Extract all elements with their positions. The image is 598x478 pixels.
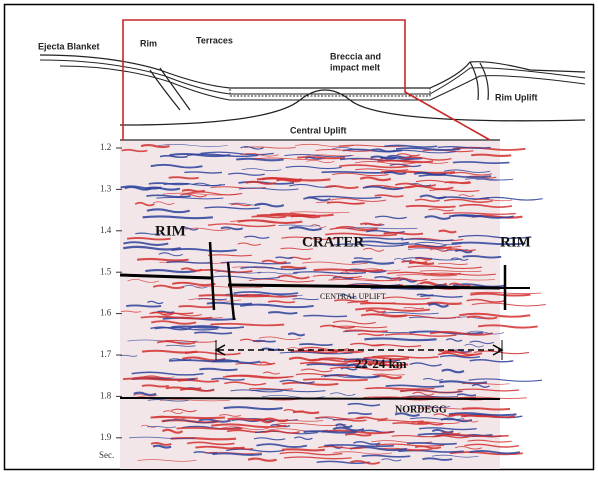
label: Rim Uplift [495,92,538,102]
axis-unit: Sec. [99,450,114,460]
label: NORDEGG [395,404,447,415]
tick-label: 1.4 [100,225,112,235]
seismic-trace [282,449,325,450]
tick-label: 1.5 [100,266,112,276]
seismic-trace [322,172,392,173]
seismic-trace [126,305,161,306]
label: CRATER [302,234,364,250]
label: Terraces [196,35,233,45]
label: Ejecta Blanket [38,41,100,51]
tick-label: 1.6 [100,308,112,318]
label: RIM [155,223,186,239]
tick-label: 1.3 [100,183,112,193]
label: CENTRAL UPLIFT [320,292,386,301]
seismic-trace [281,267,306,268]
label: Central Uplift [290,125,347,135]
label: RIM [500,234,531,250]
label: Rim [140,38,157,48]
tick-label: 1.7 [100,349,112,359]
label: impact melt [330,62,380,72]
label: Breccia and [330,51,381,61]
tick-label: 1.9 [100,432,112,442]
label: 22-24 km [355,356,407,371]
seismic-trace [253,341,276,342]
seismic-trace [304,431,357,432]
seismic-trace [228,419,266,420]
figure: Ejecta Blanket Rim Terraces Breccia and … [0,0,598,473]
seismic-trace [462,408,510,409]
tick-label: 1.2 [100,142,111,152]
tick-label: 1.8 [100,390,112,400]
